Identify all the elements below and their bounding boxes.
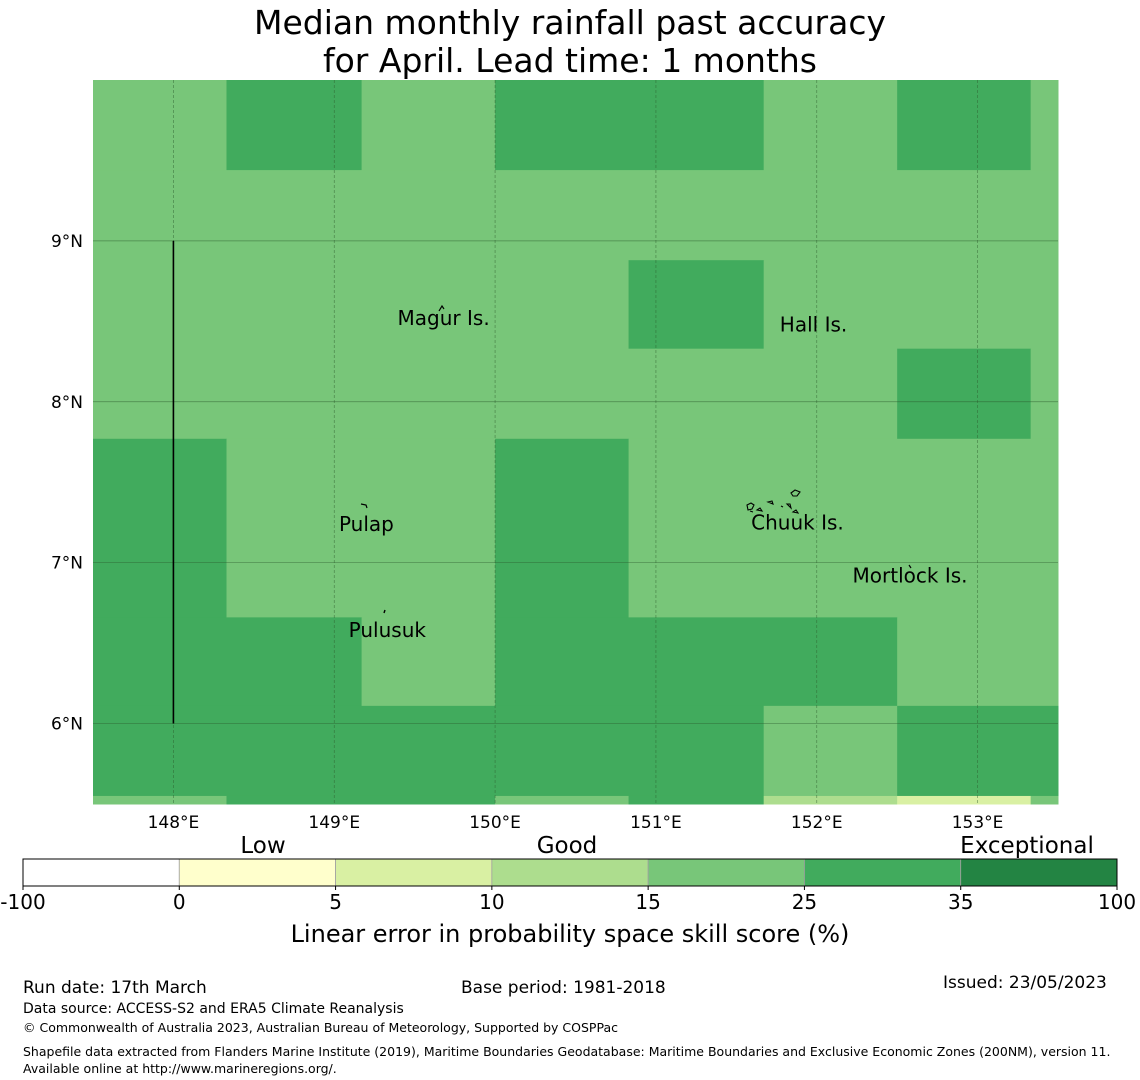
lon-tick-label: 152°E	[791, 813, 843, 833]
colorbar-tick-label: -100	[0, 890, 45, 914]
place-label: Mortlock Is.	[853, 564, 968, 588]
colorbar-outline	[22, 858, 1118, 887]
heatmap-cell	[93, 438, 227, 618]
colorbar-bin	[22, 858, 180, 887]
lon-tick-label: 150°E	[469, 813, 521, 833]
colorbar-tick-label: 0	[173, 890, 186, 914]
run-date: Run date: 17th March	[23, 978, 207, 998]
copyright: © Commonwealth of Australia 2023, Austra…	[23, 1020, 618, 1035]
colorbar-tick-label: 5	[329, 890, 342, 914]
magur-island-icon	[438, 304, 445, 312]
heatmap-cell	[1030, 795, 1059, 805]
lat-tick-label: 6°N	[51, 715, 83, 735]
colorbar-tick-label: 15	[635, 890, 660, 914]
colorbar-bin	[178, 858, 336, 887]
lat-tick-label: 9°N	[51, 232, 83, 252]
heatmap-cell	[226, 795, 496, 805]
lat-tick-label: 8°N	[51, 393, 83, 413]
heatmap-cell	[897, 80, 1032, 171]
heatmap-cell	[495, 795, 630, 805]
colorbar-bin	[960, 858, 1118, 887]
place-labels: Magur Is. Hall Is. Pulap Chuuk Is. Mortlock …	[339, 306, 968, 642]
colorbar-category-labels: Low Good Exceptional	[240, 833, 1093, 859]
colorbar-bin	[804, 858, 962, 887]
colorbar-tick-labels: -100 0 5 10 15 25 35 100	[0, 886, 1136, 914]
heatmap-cell	[897, 348, 1032, 440]
shapefile-credit: Shapefile data extracted from Flanders M…	[23, 1044, 1111, 1076]
place-label: Hall Is.	[780, 313, 847, 337]
lon-tick-label: 153°E	[952, 813, 1004, 833]
lon-tick-label: 151°E	[630, 813, 682, 833]
heatmap-cell	[495, 80, 765, 171]
colorbar-tick-label: 10	[479, 890, 504, 914]
data-source: Data source: ACCESS-S2 and ERA5 Climate …	[23, 1001, 404, 1017]
lon-tick-label: 148°E	[148, 813, 200, 833]
heatmap-cell	[763, 795, 898, 805]
place-label: Pulusuk	[349, 618, 427, 642]
heatmap-cell	[93, 705, 765, 797]
graticule	[93, 80, 1058, 804]
colorbar-tick-label: 25	[792, 890, 817, 914]
heatmap-cell	[93, 260, 630, 350]
heatmap-cell	[93, 795, 227, 805]
heatmap-cell	[361, 617, 496, 707]
category-good: Good	[537, 833, 598, 859]
heatmap-cell	[361, 80, 496, 171]
issued-date: Issued: 23/05/2023	[943, 973, 1107, 993]
heatmap-cell	[93, 348, 898, 440]
heatmap-cell	[628, 260, 765, 350]
place-label: Pulap	[339, 512, 394, 536]
base-period: Base period: 1981-2018	[461, 978, 666, 998]
heatmap-cell	[763, 80, 898, 171]
heatmap-cell	[495, 438, 630, 618]
pulap-island-icon	[360, 503, 368, 509]
longitude-tick-labels: 148°E 149°E 150°E 151°E 152°E 153°E	[148, 813, 1004, 833]
lon-tick-label: 149°E	[308, 813, 360, 833]
colorbar-tick-label: 35	[948, 890, 973, 914]
colorbar-bin	[491, 858, 649, 887]
category-exceptional: Exceptional	[960, 833, 1094, 859]
lat-tick-label: 7°N	[51, 554, 83, 574]
mortlock-island-icon	[908, 564, 912, 569]
heatmap-cell	[763, 705, 898, 797]
colorbar-tick-label: 100	[1098, 890, 1136, 914]
map-title: Median monthly rainfall past accuracy fo…	[253, 3, 887, 80]
colorbar	[22, 858, 1118, 887]
heatmap-cell	[93, 80, 227, 171]
heatmap-cell	[1030, 80, 1059, 171]
heatmap-cell	[93, 170, 1059, 261]
heatmap-cell	[628, 438, 1059, 618]
place-label: Chuuk Is.	[751, 510, 844, 534]
category-low: Low	[240, 833, 285, 859]
colorbar-bin	[335, 858, 493, 887]
heatmap-cell	[93, 617, 363, 707]
heatmap-cell	[628, 795, 765, 805]
heatmap-cell	[897, 795, 1032, 805]
pulusuk-island-icon	[383, 609, 386, 614]
heatmap-cell	[495, 617, 898, 707]
island-outlines	[360, 304, 912, 614]
heatmap-cells	[93, 80, 1059, 805]
colorbar-title: Linear error in probability space skill …	[290, 920, 850, 948]
latitude-tick-labels: 9°N 8°N 7°N 6°N	[51, 232, 83, 735]
heatmap-cell	[226, 80, 363, 171]
place-label: Magur Is.	[398, 306, 490, 330]
heatmap-cell	[763, 260, 1059, 350]
colorbar-bin	[647, 858, 805, 887]
heatmap-cell	[1030, 348, 1059, 440]
heatmap-cell	[226, 438, 496, 618]
chuuk-lagoon-icon	[746, 489, 801, 514]
